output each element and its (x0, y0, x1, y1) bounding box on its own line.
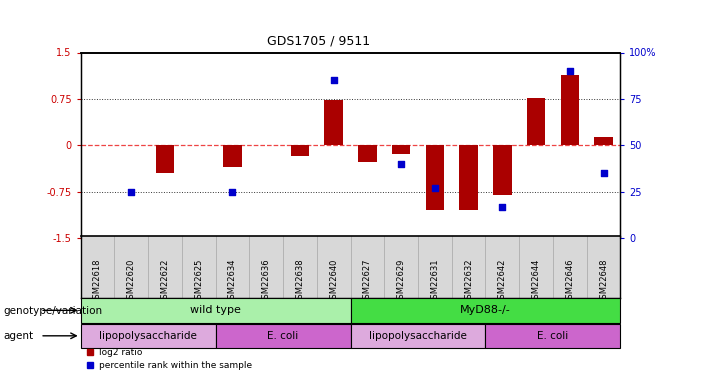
Bar (459, 146, 478, 210)
Point (598, 170, 609, 176)
Point (125, 189, 137, 195)
Bar (325, 99, 343, 146)
Point (395, 161, 407, 167)
Bar (526, 98, 545, 146)
Legend: log2 ratio, percentile rank within the sample: log2 ratio, percentile rank within the s… (85, 348, 252, 370)
Text: MyD88-/-: MyD88-/- (460, 305, 511, 315)
Bar (426, 146, 444, 210)
Point (564, 68, 576, 74)
Point (328, 77, 339, 83)
Bar (350, 324, 485, 348)
Point (227, 189, 238, 195)
Bar (350, 298, 620, 322)
Text: lipopolysaccharide: lipopolysaccharide (369, 331, 467, 341)
Bar (216, 324, 350, 348)
Bar (485, 324, 620, 348)
Title: GDS1705 / 9511: GDS1705 / 9511 (266, 34, 369, 48)
Bar (223, 146, 242, 167)
Text: genotype/variation: genotype/variation (4, 306, 102, 315)
Bar (81, 298, 350, 322)
Text: agent: agent (4, 331, 34, 340)
Text: lipopolysaccharide: lipopolysaccharide (99, 331, 197, 341)
Bar (493, 146, 512, 195)
Text: E. coli: E. coli (537, 331, 569, 341)
Bar (594, 136, 613, 146)
Text: E. coli: E. coli (267, 331, 299, 341)
Point (497, 204, 508, 210)
Bar (561, 75, 579, 146)
Bar (358, 146, 376, 162)
Bar (291, 146, 309, 156)
Point (429, 185, 440, 191)
Text: wild type: wild type (190, 305, 241, 315)
Bar (156, 146, 175, 173)
Bar (81, 324, 216, 348)
Bar (392, 146, 410, 154)
